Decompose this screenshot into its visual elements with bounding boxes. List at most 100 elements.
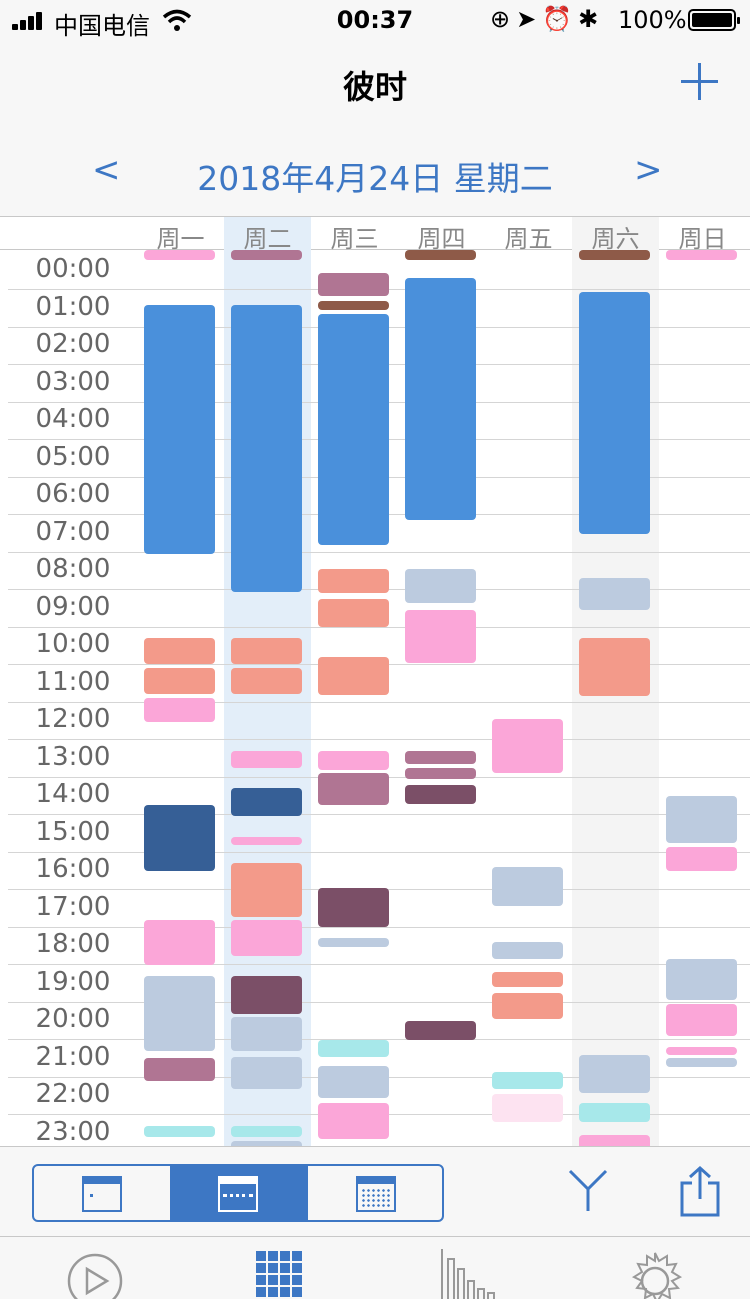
hour-label: 03:00 (35, 367, 111, 397)
day-header: 周四 (417, 225, 466, 253)
calendar-event[interactable] (318, 1066, 389, 1098)
calendar-event[interactable] (318, 301, 389, 310)
calendar-event[interactable] (318, 1103, 389, 1139)
calendar-event[interactable] (405, 569, 476, 603)
calendar-event[interactable] (579, 292, 650, 534)
calendar-event[interactable] (231, 837, 302, 845)
calendar-event[interactable] (318, 314, 389, 545)
hour-label: 04:00 (35, 404, 111, 434)
calendar-event[interactable] (231, 920, 302, 956)
month-view-button[interactable] (306, 1166, 442, 1220)
calendar-event[interactable] (318, 888, 389, 927)
calendar-event[interactable] (492, 972, 563, 987)
calendar-event[interactable] (666, 250, 737, 260)
week-view-button[interactable] (170, 1166, 306, 1220)
status-icons: ⊕➤⏰✱ (490, 5, 605, 33)
calendar-event[interactable] (492, 942, 563, 959)
hour-label: 14:00 (35, 779, 111, 809)
calendar-event[interactable] (231, 788, 302, 816)
calendar-event[interactable] (579, 250, 650, 260)
status-bar: 中国电信 00:37 ⊕➤⏰✱ 100% (0, 0, 750, 40)
calendar-event[interactable] (318, 751, 389, 770)
calendar-event[interactable] (405, 250, 476, 260)
calendar-event[interactable] (318, 569, 389, 593)
calendar-event[interactable] (231, 1017, 302, 1051)
calendar-event[interactable] (144, 1058, 215, 1081)
day-header: 周日 (678, 225, 727, 253)
calendar-event[interactable] (318, 273, 389, 296)
week-header: 周一 周二 周三 周四 周五 周六 周日 (0, 216, 750, 253)
calendar-event[interactable] (666, 847, 737, 871)
calendar-event[interactable] (579, 1135, 650, 1146)
hour-label: 00:00 (35, 254, 111, 284)
status-time: 00:37 (336, 6, 414, 34)
view-mode-switcher[interactable] (32, 1164, 444, 1222)
day-header: 周二 (243, 225, 292, 253)
calendar-event[interactable] (579, 1055, 650, 1093)
calendar-event[interactable] (318, 657, 389, 695)
calendar-event[interactable] (318, 938, 389, 947)
calendar-event[interactable] (144, 920, 215, 965)
calendar-event[interactable] (405, 1021, 476, 1040)
calendar-event[interactable] (492, 1072, 563, 1089)
calendar-event[interactable] (666, 1058, 737, 1067)
calendar-event[interactable] (231, 638, 302, 664)
calendar-event[interactable] (666, 796, 737, 843)
calendar-event[interactable] (579, 638, 650, 696)
statistics-icon[interactable] (434, 1245, 504, 1299)
calendar-event[interactable] (231, 1057, 302, 1089)
calendar-event[interactable] (405, 751, 476, 764)
calendar-event[interactable] (231, 668, 302, 694)
play-icon[interactable] (60, 1245, 130, 1299)
calendar-event[interactable] (231, 1126, 302, 1137)
calendar-event[interactable] (144, 668, 215, 694)
previous-day-button[interactable]: < (92, 150, 121, 190)
calendar-event[interactable] (492, 993, 563, 1019)
current-date-label: 2018年4月24日 星期二 (197, 159, 553, 198)
next-day-button[interactable]: > (634, 150, 663, 190)
calendar-event[interactable] (231, 1141, 302, 1146)
calendar-event[interactable] (405, 610, 476, 663)
share-icon[interactable] (676, 1165, 724, 1219)
calendar-event[interactable] (144, 250, 215, 260)
hour-gridline (8, 852, 750, 853)
calendar-event[interactable] (666, 1004, 737, 1036)
hour-label: 16:00 (35, 854, 111, 884)
calendar-event[interactable] (666, 1047, 737, 1055)
calendar-event[interactable] (405, 278, 476, 520)
calendar-event[interactable] (318, 1040, 389, 1057)
calendar-grid-icon[interactable] (244, 1245, 314, 1299)
calendar-event[interactable] (231, 976, 302, 1014)
signal-icon (12, 12, 48, 30)
calendar-event[interactable] (405, 768, 476, 779)
calendar-event[interactable] (318, 773, 389, 805)
hour-label: 09:00 (35, 592, 111, 622)
calendar-event[interactable] (144, 698, 215, 722)
selected-day-header-bg (224, 217, 311, 251)
calendar-event[interactable] (231, 250, 302, 260)
calendar-event[interactable] (405, 785, 476, 804)
add-event-button[interactable] (678, 60, 722, 104)
calendar-event[interactable] (492, 719, 563, 773)
filter-icon[interactable] (566, 1167, 610, 1215)
calendar-event[interactable] (492, 867, 563, 906)
day-view-button[interactable] (34, 1166, 170, 1220)
calendar-event[interactable] (144, 638, 215, 664)
calendar-event[interactable] (231, 305, 302, 592)
calendar-event[interactable] (579, 578, 650, 610)
calendar-event[interactable] (318, 599, 389, 627)
calendar-event[interactable] (144, 805, 215, 871)
settings-icon[interactable] (620, 1245, 690, 1299)
calendar-event[interactable] (144, 305, 215, 554)
calendar-event[interactable] (231, 751, 302, 768)
week-calendar-grid[interactable]: 00:00 01:00 02:00 03:00 04:00 05:00 06:00 07:00… (0, 250, 750, 1146)
calendar-event[interactable] (492, 1094, 563, 1122)
battery-icon (688, 9, 740, 31)
calendar-event[interactable] (144, 976, 215, 1051)
calendar-event[interactable] (231, 863, 302, 917)
hour-gridline (8, 927, 750, 928)
calendar-event[interactable] (666, 959, 737, 1000)
page-title: 彼时 (342, 68, 407, 106)
calendar-event[interactable] (144, 1126, 215, 1137)
calendar-event[interactable] (579, 1103, 650, 1122)
